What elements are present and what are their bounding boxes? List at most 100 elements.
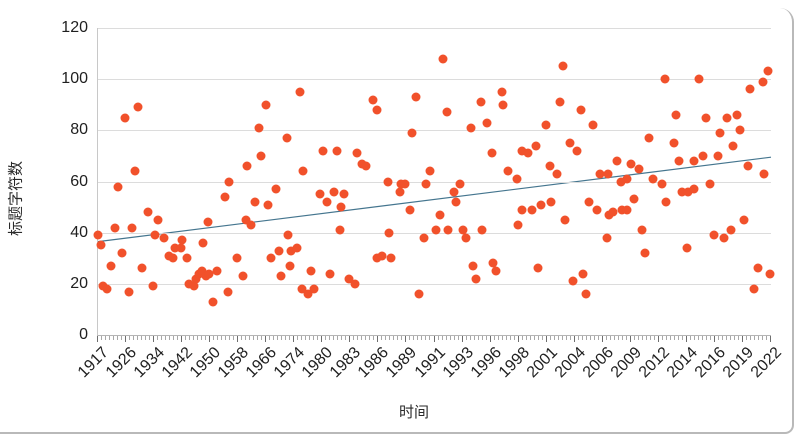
scatter-point[interactable] bbox=[477, 225, 487, 235]
scatter-point[interactable] bbox=[106, 261, 116, 271]
scatter-point[interactable] bbox=[203, 217, 213, 227]
scatter-point[interactable] bbox=[184, 279, 194, 289]
scatter-point[interactable] bbox=[130, 166, 140, 176]
scatter-point[interactable] bbox=[512, 174, 522, 184]
scatter-point[interactable] bbox=[694, 74, 704, 84]
scatter-point[interactable] bbox=[117, 248, 127, 258]
scatter-point[interactable] bbox=[148, 281, 158, 291]
scatter-point[interactable] bbox=[282, 133, 292, 143]
scatter-point[interactable] bbox=[617, 205, 627, 215]
scatter-point[interactable] bbox=[758, 77, 768, 87]
scatter-point[interactable] bbox=[113, 182, 123, 192]
scatter-point[interactable] bbox=[276, 271, 286, 281]
scatter-point[interactable] bbox=[232, 253, 242, 263]
scatter-point[interactable] bbox=[93, 230, 103, 240]
scatter-point[interactable] bbox=[541, 120, 551, 130]
scatter-point[interactable] bbox=[701, 113, 711, 123]
scatter-point[interactable] bbox=[629, 194, 639, 204]
scatter-point[interactable] bbox=[339, 189, 349, 199]
scatter-point[interactable] bbox=[565, 138, 575, 148]
scatter-point[interactable] bbox=[159, 233, 169, 243]
scatter-point[interactable] bbox=[572, 146, 582, 156]
scatter-point[interactable] bbox=[622, 205, 632, 215]
scatter-point[interactable] bbox=[361, 161, 371, 171]
scatter-point[interactable] bbox=[677, 187, 687, 197]
scatter-point[interactable] bbox=[682, 243, 692, 253]
scatter-point[interactable] bbox=[759, 169, 769, 179]
scatter-point[interactable] bbox=[616, 177, 626, 186]
scatter-point[interactable] bbox=[414, 289, 424, 299]
scatter-point[interactable] bbox=[315, 189, 325, 199]
scatter-point[interactable] bbox=[405, 205, 415, 215]
scatter-point[interactable] bbox=[558, 61, 568, 71]
scatter-point[interactable] bbox=[669, 138, 679, 148]
scatter-point[interactable] bbox=[182, 253, 192, 263]
scatter-point[interactable] bbox=[400, 179, 410, 189]
scatter-point[interactable] bbox=[461, 233, 471, 243]
scatter-point[interactable] bbox=[488, 258, 498, 268]
scatter-point[interactable] bbox=[560, 215, 570, 225]
scatter-point[interactable] bbox=[698, 151, 708, 161]
scatter-point[interactable] bbox=[303, 289, 313, 299]
scatter-point[interactable] bbox=[332, 146, 342, 156]
scatter-point[interactable] bbox=[318, 146, 328, 156]
scatter-point[interactable] bbox=[513, 220, 523, 230]
scatter-point[interactable] bbox=[634, 164, 644, 174]
scatter-point[interactable] bbox=[425, 166, 435, 176]
scatter-point[interactable] bbox=[626, 159, 636, 169]
scatter-point[interactable] bbox=[612, 156, 622, 166]
scatter-point[interactable] bbox=[536, 200, 546, 210]
scatter-point[interactable] bbox=[476, 97, 486, 107]
scatter-point[interactable] bbox=[309, 284, 319, 294]
scatter-point[interactable] bbox=[198, 238, 208, 248]
scatter-point[interactable] bbox=[329, 187, 339, 197]
scatter-point[interactable] bbox=[286, 246, 296, 256]
scatter-point[interactable] bbox=[336, 202, 346, 212]
scatter-point[interactable] bbox=[466, 123, 476, 133]
scatter-point[interactable] bbox=[368, 95, 378, 105]
scatter-point[interactable] bbox=[491, 266, 501, 276]
scatter-point[interactable] bbox=[335, 225, 345, 235]
scatter-point[interactable] bbox=[137, 263, 147, 273]
scatter-point[interactable] bbox=[419, 233, 429, 243]
scatter-point[interactable] bbox=[689, 184, 699, 194]
scatter-point[interactable] bbox=[170, 243, 180, 253]
scatter-point[interactable] bbox=[223, 287, 233, 296]
scatter-point[interactable] bbox=[576, 105, 586, 115]
scatter-point[interactable] bbox=[640, 248, 650, 258]
scatter-point[interactable] bbox=[763, 66, 773, 76]
scatter-point[interactable] bbox=[671, 110, 681, 120]
scatter-point[interactable] bbox=[344, 274, 354, 284]
scatter-point[interactable] bbox=[238, 271, 248, 281]
scatter-point[interactable] bbox=[578, 269, 588, 279]
scatter-point[interactable] bbox=[261, 100, 271, 110]
scatter-point[interactable] bbox=[709, 230, 719, 240]
scatter-point[interactable] bbox=[726, 225, 736, 235]
scatter-point[interactable] bbox=[191, 274, 201, 284]
scatter-point[interactable] bbox=[283, 230, 293, 240]
scatter-point[interactable] bbox=[689, 156, 699, 166]
scatter-point[interactable] bbox=[552, 169, 562, 179]
scatter-point[interactable] bbox=[120, 113, 130, 123]
scatter-point[interactable] bbox=[713, 151, 723, 161]
scatter-point[interactable] bbox=[765, 269, 775, 279]
scatter-point[interactable] bbox=[96, 240, 106, 250]
scatter-point[interactable] bbox=[168, 253, 178, 263]
scatter-point[interactable] bbox=[241, 215, 251, 225]
scatter-point[interactable] bbox=[482, 118, 492, 128]
scatter-point[interactable] bbox=[497, 87, 507, 97]
scatter-point[interactable] bbox=[451, 197, 461, 207]
scatter-point[interactable] bbox=[421, 179, 431, 189]
scatter-point[interactable] bbox=[266, 253, 276, 263]
scatter-point[interactable] bbox=[745, 84, 755, 94]
scatter-point[interactable] bbox=[372, 253, 382, 263]
scatter-point[interactable] bbox=[732, 110, 742, 120]
scatter-point[interactable] bbox=[449, 187, 459, 197]
scatter-point[interactable] bbox=[523, 148, 533, 158]
scatter-point[interactable] bbox=[533, 263, 543, 273]
scatter-point[interactable] bbox=[498, 100, 508, 110]
scatter-point[interactable] bbox=[739, 215, 749, 225]
scatter-point[interactable] bbox=[517, 205, 527, 215]
scatter-point[interactable] bbox=[224, 177, 234, 186]
scatter-point[interactable] bbox=[458, 225, 468, 235]
